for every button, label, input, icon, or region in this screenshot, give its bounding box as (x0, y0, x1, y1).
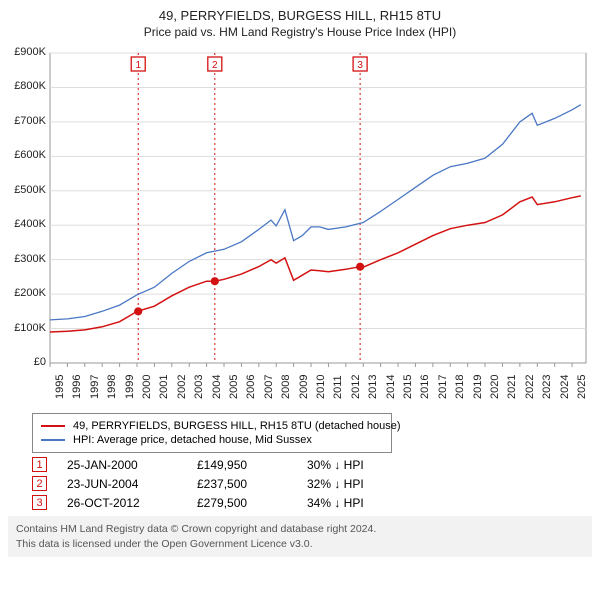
title-block: 49, PERRYFIELDS, BURGESS HILL, RH15 8TU … (8, 8, 592, 39)
legend: 49, PERRYFIELDS, BURGESS HILL, RH15 8TU … (32, 413, 392, 453)
sale-date: 25-JAN-2000 (67, 458, 177, 472)
sale-price: £279,500 (197, 496, 287, 510)
x-tick-label: 2004 (211, 375, 223, 399)
sale-date: 23-JUN-2004 (67, 477, 177, 491)
y-tick-label: £500K (8, 184, 46, 196)
svg-text:2: 2 (212, 60, 218, 71)
x-tick-label: 2000 (141, 375, 153, 399)
y-tick-label: £600K (8, 149, 46, 161)
y-tick-label: £800K (8, 80, 46, 92)
x-tick-label: 2010 (315, 375, 327, 399)
x-tick-label: 2013 (367, 375, 379, 399)
x-axis-labels: 1995 1996 1997 1998 1999 2000 2001 2002 2003 2004… (50, 365, 586, 405)
footer: Contains HM Land Registry data © Crown c… (8, 516, 592, 557)
y-tick-label: £700K (8, 115, 46, 127)
x-tick-label: 1999 (124, 375, 136, 399)
sale-date: 26-OCT-2012 (67, 496, 177, 510)
title-sub: Price paid vs. HM Land Registry's House … (8, 25, 592, 39)
legend-row: HPI: Average price, detached house, Mid … (41, 434, 383, 446)
legend-label: HPI: Average price, detached house, Mid … (73, 434, 312, 446)
x-tick-label: 2001 (158, 375, 170, 399)
x-tick-label: 2003 (193, 375, 205, 399)
footer-line2: This data is licensed under the Open Gov… (16, 537, 584, 552)
x-tick-label: 2023 (541, 375, 553, 399)
sale-pct: 30% ↓ HPI (307, 458, 407, 472)
y-tick-label: £300K (8, 253, 46, 265)
x-tick-label: 1997 (89, 375, 101, 399)
legend-swatch (41, 439, 65, 441)
x-tick-label: 2006 (245, 375, 257, 399)
y-tick-label: £200K (8, 287, 46, 299)
x-tick-label: 2017 (437, 375, 449, 399)
x-tick-label: 2012 (350, 375, 362, 399)
y-tick-label: £0 (8, 356, 46, 368)
x-tick-label: 2019 (472, 375, 484, 399)
sale-marker: 1 (32, 457, 47, 472)
x-tick-label: 2018 (454, 375, 466, 399)
sale-row: 1 25-JAN-2000 £149,950 30% ↓ HPI (32, 457, 592, 472)
legend-row: 49, PERRYFIELDS, BURGESS HILL, RH15 8TU … (41, 420, 383, 432)
legend-label: 49, PERRYFIELDS, BURGESS HILL, RH15 8TU … (73, 420, 401, 432)
x-tick-label: 2021 (506, 375, 518, 399)
x-tick-label: 2015 (402, 375, 414, 399)
x-tick-label: 2024 (559, 375, 571, 399)
sale-marker: 3 (32, 495, 47, 510)
x-tick-label: 1995 (54, 375, 66, 399)
x-tick-label: 1996 (71, 375, 83, 399)
x-tick-label: 1998 (106, 375, 118, 399)
sale-pct: 34% ↓ HPI (307, 496, 407, 510)
y-tick-label: £400K (8, 218, 46, 230)
chart-svg: 1 2 3 (8, 45, 592, 405)
x-tick-label: 2007 (263, 375, 275, 399)
x-tick-label: 2016 (419, 375, 431, 399)
sale-row: 2 23-JUN-2004 £237,500 32% ↓ HPI (32, 476, 592, 491)
sales-table: 1 25-JAN-2000 £149,950 30% ↓ HPI 2 23-JUN-200… (32, 457, 592, 510)
sale-pct: 32% ↓ HPI (307, 477, 407, 491)
title-main: 49, PERRYFIELDS, BURGESS HILL, RH15 8TU (8, 8, 592, 23)
svg-text:3: 3 (357, 60, 363, 71)
x-tick-label: 2005 (228, 375, 240, 399)
x-tick-label: 2025 (576, 375, 588, 399)
footer-line1: Contains HM Land Registry data © Crown c… (16, 522, 584, 537)
x-tick-label: 2022 (524, 375, 536, 399)
x-tick-label: 2011 (332, 375, 344, 399)
sale-price: £149,950 (197, 458, 287, 472)
x-tick-label: 2014 (385, 375, 397, 399)
chart: 1 2 3 £0 £100K £200K £300K £400K £500K £600K £700… (8, 45, 592, 405)
x-tick-label: 2020 (489, 375, 501, 399)
sale-row: 3 26-OCT-2012 £279,500 34% ↓ HPI (32, 495, 592, 510)
sale-price: £237,500 (197, 477, 287, 491)
y-tick-label: £100K (8, 322, 46, 334)
sale-marker: 2 (32, 476, 47, 491)
x-tick-label: 2009 (298, 375, 310, 399)
x-tick-label: 2002 (176, 375, 188, 399)
x-tick-label: 2008 (280, 375, 292, 399)
y-tick-label: £900K (8, 46, 46, 58)
legend-swatch (41, 425, 65, 427)
svg-text:1: 1 (135, 60, 141, 71)
